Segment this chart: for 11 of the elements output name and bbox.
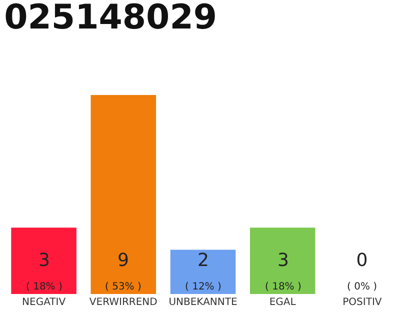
x-tick-label: POSITIV bbox=[342, 297, 382, 308]
x-tick-label: VERWIRREND bbox=[89, 297, 158, 308]
x-tick-label: UNBEKANNTE bbox=[168, 297, 238, 308]
data-label: 3 ( 18% ) bbox=[26, 250, 62, 292]
data-label: 3 ( 18% ) bbox=[265, 250, 302, 292]
data-label: 2 ( 12% ) bbox=[185, 250, 222, 292]
chart-title: 025148029 bbox=[4, 0, 218, 38]
data-label: 0 ( 0% ) bbox=[347, 250, 378, 292]
x-tick-label: NEGATIV bbox=[22, 297, 66, 308]
data-label: 9 ( 53% ) bbox=[105, 250, 142, 292]
x-tick-label: EGAL bbox=[269, 297, 296, 308]
